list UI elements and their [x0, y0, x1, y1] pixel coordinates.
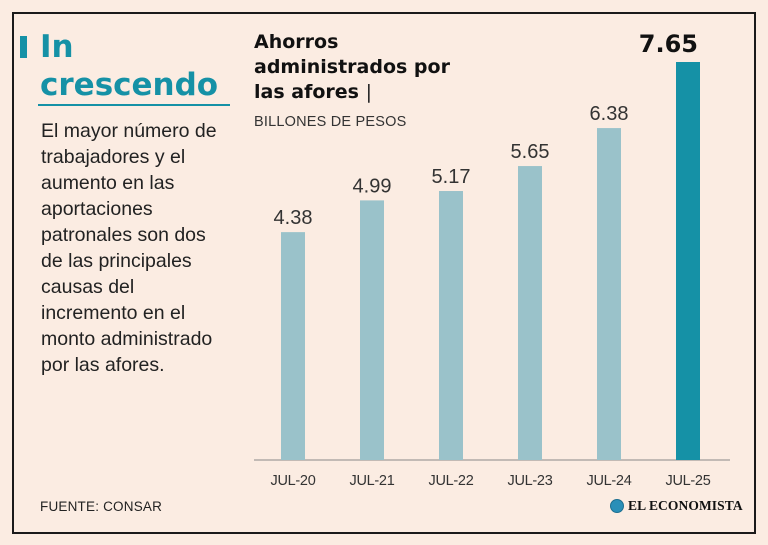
chart-title-text: Ahorros administrados por las afores: [254, 31, 450, 103]
bar-jul-25: [676, 62, 700, 460]
source-note: FUENTE: CONSAR: [40, 499, 163, 514]
x-tick-label-jul-23: JUL-23: [508, 473, 553, 489]
brand-logo: EL ECONOMISTA: [610, 498, 743, 514]
headline-accent-bar: [20, 36, 27, 58]
bar-jul-23: [518, 166, 542, 460]
brand-mark-icon: [610, 499, 624, 513]
x-tick-label-jul-25: JUL-25: [666, 473, 711, 489]
x-tick-label-jul-22: JUL-22: [429, 473, 474, 489]
x-tick-label-jul-20: JUL-20: [271, 473, 316, 489]
bar-jul-24: [597, 128, 621, 461]
value-label-jul-22: 5.17: [432, 166, 471, 188]
value-label-jul-23: 5.65: [511, 141, 550, 163]
value-label-jul-25: 7.65: [639, 30, 698, 58]
chart-title-separator: |: [365, 81, 372, 103]
chart-title: Ahorros administrados por las afores |: [254, 30, 454, 105]
x-tick-label-jul-24: JUL-24: [587, 473, 632, 489]
value-label-jul-24: 6.38: [590, 103, 629, 125]
value-label-jul-20: 4.38: [274, 207, 313, 229]
headline: In crescendo: [40, 29, 219, 103]
x-tick-label-jul-21: JUL-21: [350, 473, 395, 489]
bar-jul-20: [281, 232, 305, 460]
bar-jul-21: [360, 200, 384, 461]
value-label-jul-21: 4.99: [353, 175, 392, 197]
description-text: El mayor número de trabajadores y el aum…: [41, 120, 217, 376]
brand-name: EL ECONOMISTA: [628, 498, 743, 513]
bar-jul-22: [439, 191, 463, 460]
chart-subtitle: BILLONES DE PESOS: [254, 114, 407, 130]
headline-divider: [38, 104, 230, 106]
